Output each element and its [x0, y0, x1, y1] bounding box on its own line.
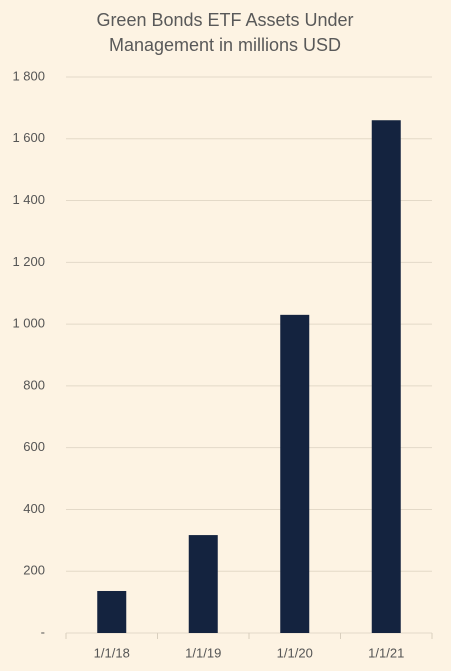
y-tick-label: 600	[23, 439, 45, 454]
y-tick-label: 800	[23, 377, 45, 392]
x-tick-label: 1/1/20	[277, 645, 313, 660]
bar	[280, 314, 310, 633]
y-tick-label: 200	[23, 563, 45, 578]
y-tick-label: 1 800	[12, 68, 45, 83]
y-tick-label: 1 000	[12, 316, 45, 331]
bar	[188, 535, 218, 633]
y-tick-label: -	[41, 624, 45, 639]
bar	[371, 120, 401, 633]
y-tick-label: 1 400	[12, 192, 45, 207]
y-tick-label: 1 200	[12, 254, 45, 269]
chart-title: Management in millions USD	[109, 35, 341, 55]
x-tick-label: 1/1/18	[94, 645, 130, 660]
y-tick-label: 1 600	[12, 130, 45, 145]
chart-title: Green Bonds ETF Assets Under	[96, 10, 353, 30]
bar	[97, 590, 127, 633]
y-tick-label: 400	[23, 501, 45, 516]
x-tick-label: 1/1/19	[185, 645, 221, 660]
x-tick-label: 1/1/21	[368, 645, 404, 660]
